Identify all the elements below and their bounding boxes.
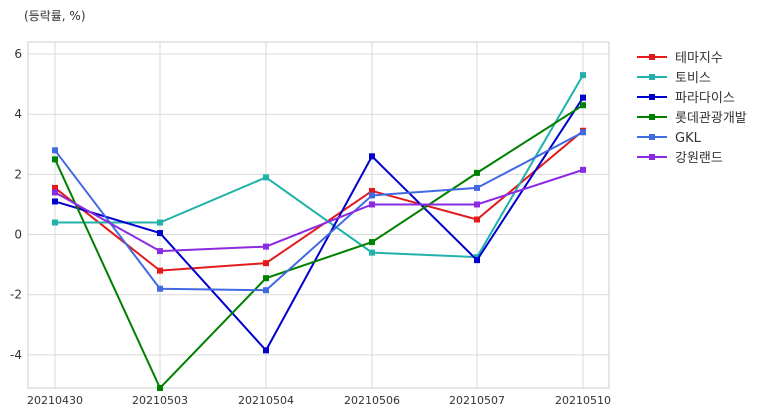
data-point xyxy=(157,267,163,274)
data-point xyxy=(369,192,375,199)
series-line xyxy=(54,129,584,272)
data-point xyxy=(369,201,375,208)
legend-swatch-marker xyxy=(649,114,655,120)
data-point xyxy=(263,347,269,354)
x-tick-label: 20210506 xyxy=(344,394,400,407)
legend-swatch-marker xyxy=(649,74,655,80)
data-point xyxy=(157,230,163,237)
x-tick-label: 20210507 xyxy=(449,394,505,407)
legend-swatch-marker xyxy=(649,54,655,60)
x-tick-label: 20210503 xyxy=(132,394,188,407)
legend-label: 테마지수 xyxy=(675,51,723,66)
data-point xyxy=(580,102,586,109)
y-tick-label: -2 xyxy=(10,288,22,302)
data-point xyxy=(474,254,480,261)
data-point xyxy=(474,169,480,176)
legend-label: 강원랜드 xyxy=(675,151,723,166)
data-point xyxy=(157,219,163,226)
data-point xyxy=(369,239,375,246)
x-tick-label: 20210510 xyxy=(555,394,611,407)
x-tick-label: 20210430 xyxy=(27,394,83,407)
y-tick-label: -4 xyxy=(10,348,22,362)
data-point xyxy=(580,129,586,136)
data-point xyxy=(263,243,269,250)
series-line xyxy=(54,104,584,390)
data-point xyxy=(474,216,480,223)
data-point xyxy=(157,385,163,391)
y-tick-label: 2 xyxy=(14,167,22,181)
series-line xyxy=(54,131,584,292)
y-unit-label: (등락률, %) xyxy=(24,9,86,23)
data-point xyxy=(52,189,58,196)
data-point xyxy=(474,257,480,264)
data-point xyxy=(52,219,58,226)
data-point xyxy=(474,201,480,208)
series-line xyxy=(54,168,584,253)
data-point xyxy=(263,287,269,294)
legend-label: 파라다이스 xyxy=(675,91,735,106)
series-line xyxy=(55,74,584,259)
series-line xyxy=(54,97,584,353)
legend-label: 롯데관광개발 xyxy=(675,111,747,126)
data-point xyxy=(474,184,480,191)
y-tick-label: 4 xyxy=(14,107,22,121)
y-tick-label: 6 xyxy=(14,47,22,61)
legend-swatch-marker xyxy=(649,154,655,160)
data-point xyxy=(369,153,375,160)
legend-label: 토비스 xyxy=(675,71,711,86)
data-point xyxy=(369,249,375,256)
data-point xyxy=(52,147,58,154)
data-point xyxy=(580,94,586,101)
data-point xyxy=(157,248,163,255)
legend-swatch-marker xyxy=(649,134,655,140)
legend-swatch-marker xyxy=(649,94,655,100)
x-tick-label: 20210504 xyxy=(238,394,294,407)
data-point xyxy=(157,285,163,292)
data-point xyxy=(580,166,586,173)
data-point xyxy=(52,198,58,205)
data-point xyxy=(263,260,269,267)
data-point xyxy=(263,174,269,181)
data-point xyxy=(52,156,58,163)
data-point xyxy=(369,187,375,194)
data-point xyxy=(263,275,269,282)
y-tick-label: 0 xyxy=(14,228,22,242)
data-point xyxy=(52,184,58,191)
data-point xyxy=(580,72,586,79)
legend-label: GKL xyxy=(675,131,702,146)
